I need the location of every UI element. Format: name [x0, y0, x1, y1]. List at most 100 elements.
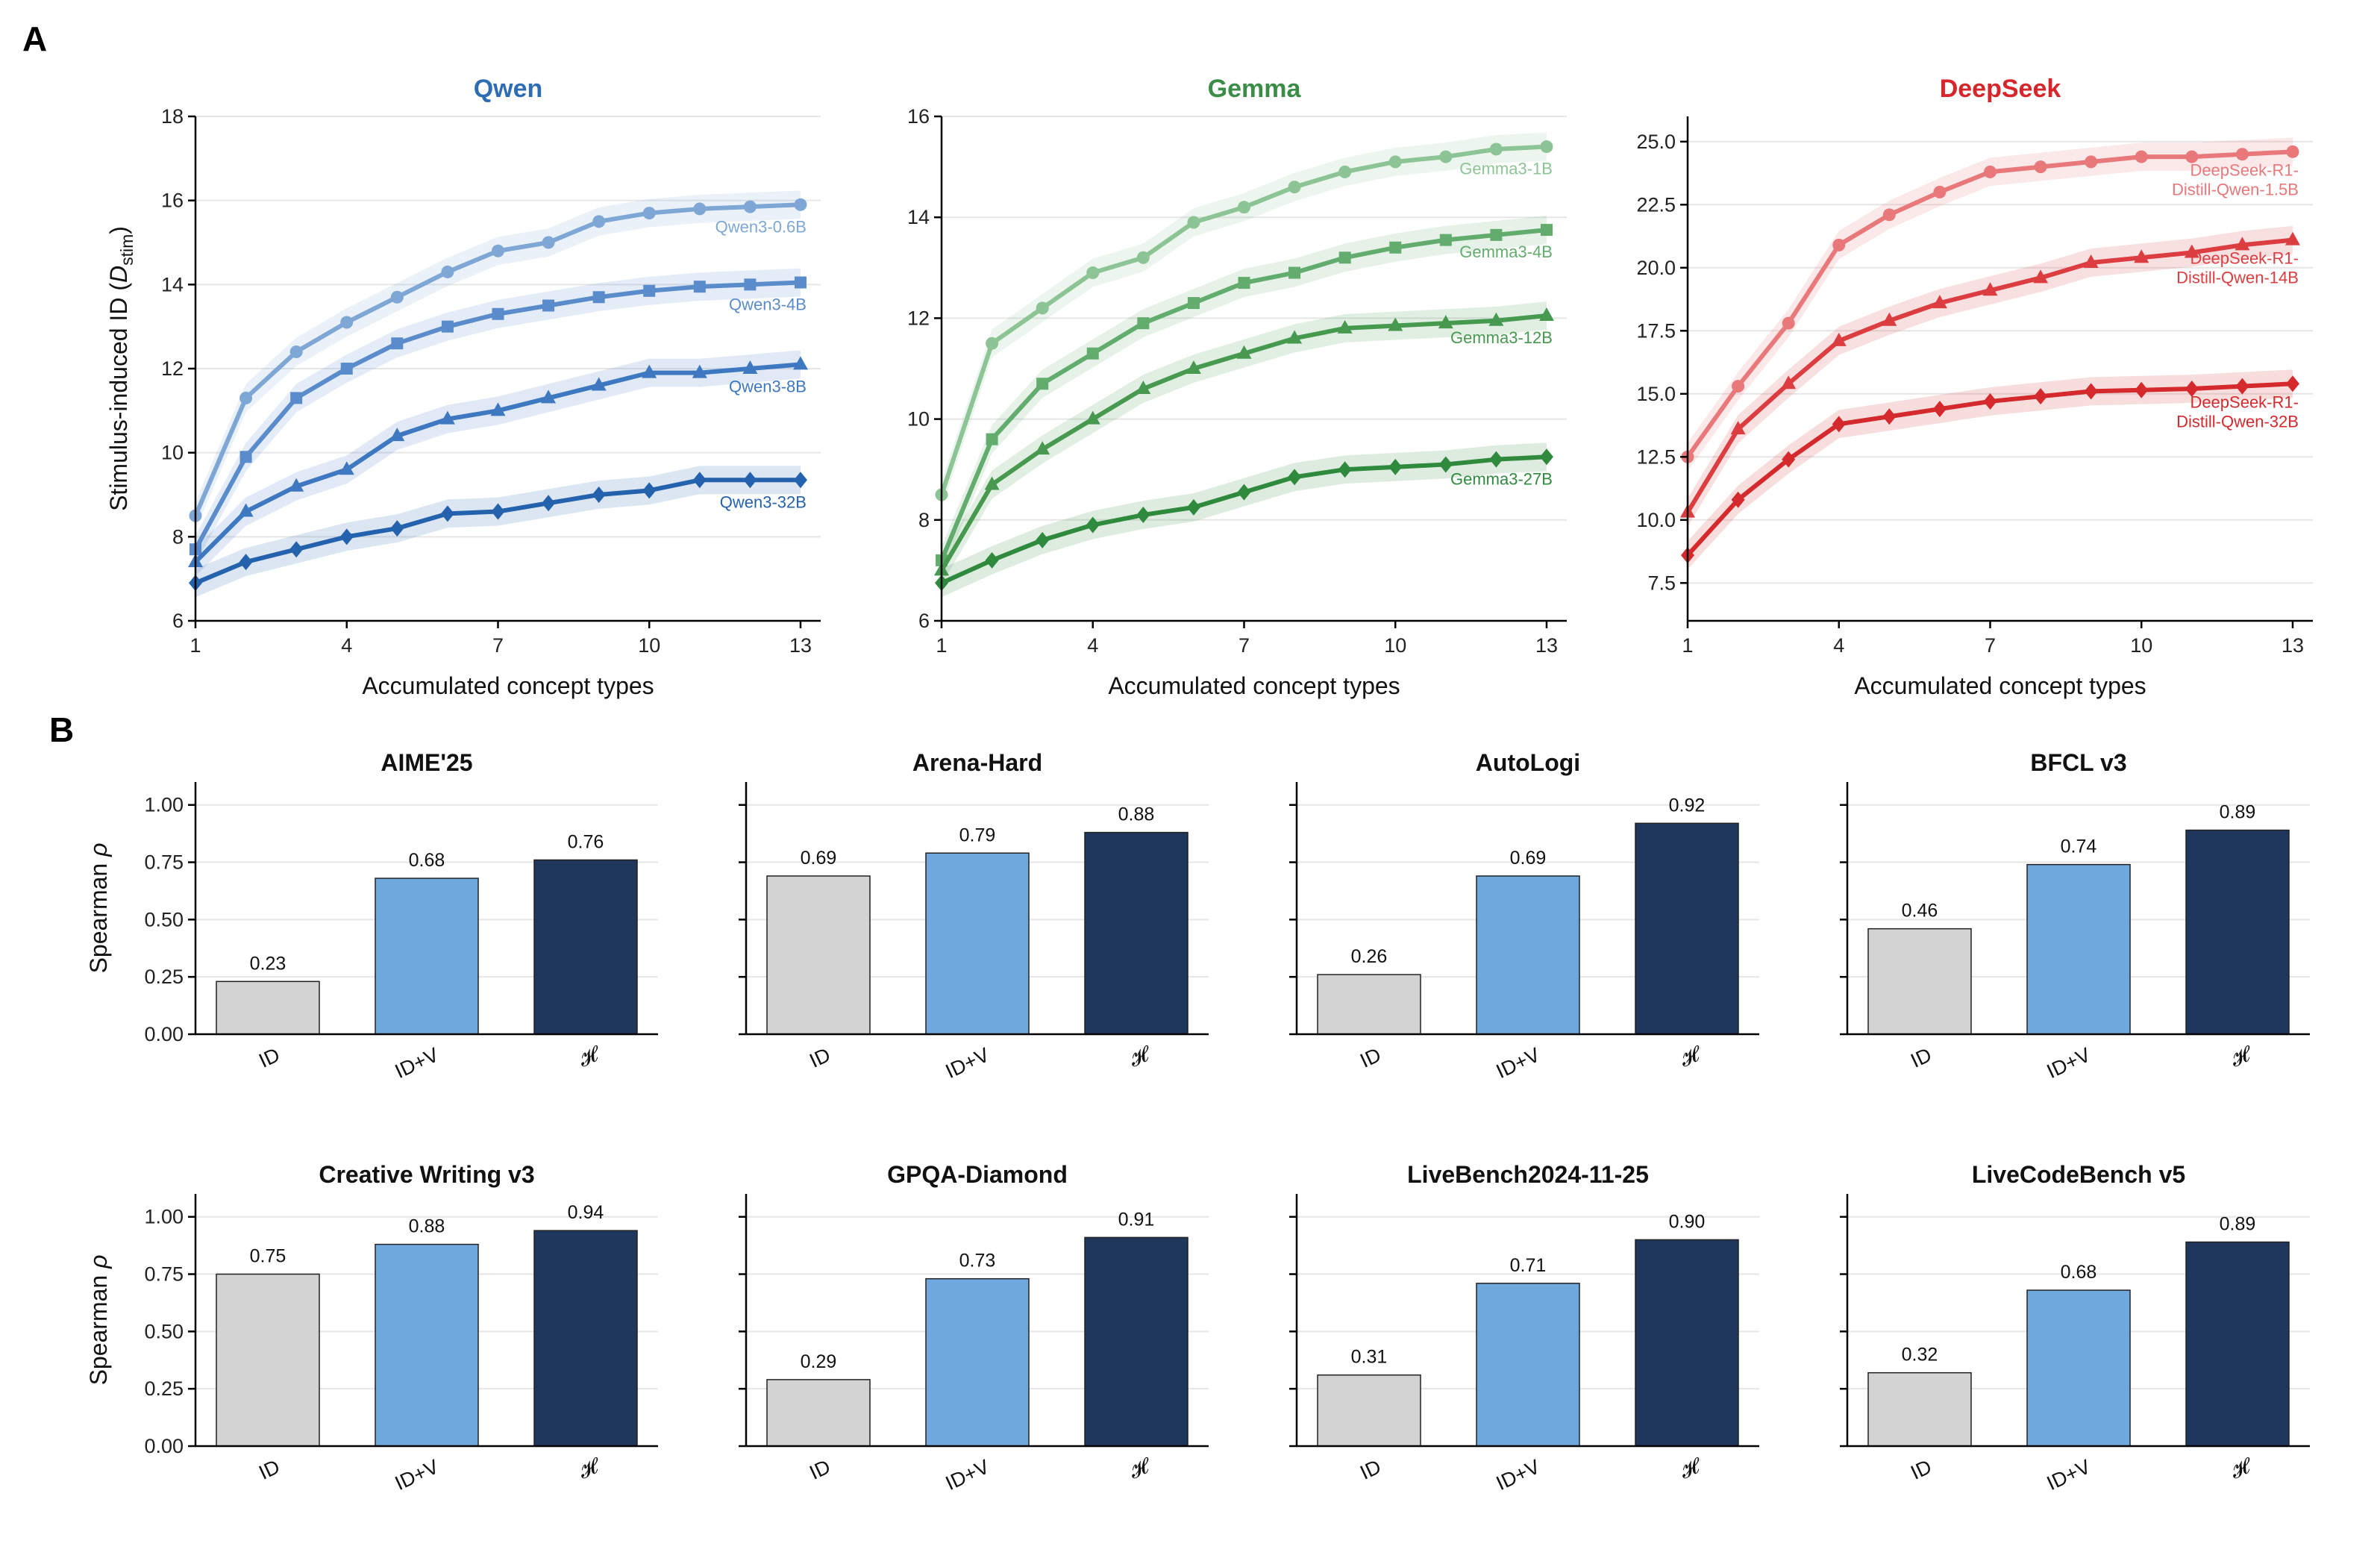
data-point [1136, 381, 1151, 395]
data-point [491, 503, 505, 520]
data-point [1731, 491, 1745, 508]
series-label-line: DeepSeek-R1- [2190, 160, 2299, 179]
bar-id-v [1476, 875, 1580, 1035]
data-point [289, 345, 303, 358]
x-tick-label: 10 [1384, 634, 1406, 657]
series-label: Gemma3-27B [1450, 469, 1553, 488]
chart-title: AIME'25 [381, 749, 472, 776]
data-point [1388, 458, 1403, 475]
bar-id-v [375, 1243, 479, 1447]
line-chart-qwen: Qwen Qwen3-0.6B Qwen3-4B Qwen3-8B Qwen3-32B 6… [105, 75, 821, 699]
bar-value-label: 0.29 [801, 1351, 837, 1372]
x-tick-label: 7 [1985, 634, 1996, 657]
data-point [1187, 297, 1200, 310]
y-axis-label: Spearman ρ [85, 1255, 112, 1386]
bar-value-label: 0.79 [959, 825, 996, 845]
data-point [1186, 498, 1200, 516]
y-axis-label: Stimulus-induced ID (Dstim) [105, 226, 137, 511]
y-tick-label: 22.5 [1636, 193, 1676, 216]
data-point [794, 276, 807, 289]
category-label: ID [1907, 1455, 1935, 1484]
data-point [1036, 378, 1049, 390]
series-line-qwen3-8b [193, 362, 801, 564]
data-point [1489, 451, 1503, 468]
y-tick-label: 16 [907, 105, 930, 128]
data-point [2235, 237, 2250, 251]
data-point [642, 207, 656, 220]
category-label: 𝓗 [1676, 1453, 1707, 1483]
bar-h [2185, 829, 2290, 1035]
bar-chart-arena-hard: Arena-Hard 0.69 ID 0.79 ID+V 0.88 𝓗 [739, 749, 1209, 1083]
data-point [642, 482, 657, 499]
chart-title: Creative Writing v3 [319, 1161, 534, 1188]
data-point [986, 337, 999, 350]
data-point [1036, 531, 1050, 548]
y-tick-label: 14 [161, 273, 184, 295]
data-point [2285, 375, 2299, 392]
data-point [794, 198, 807, 211]
data-point [1035, 441, 1050, 455]
data-point [1288, 469, 1302, 486]
y-axis-label-close: ) [105, 226, 132, 234]
y-tick-label: 6 [918, 610, 930, 632]
series-label-line: Distill-Qwen-32B [2176, 412, 2299, 431]
category-label: ID [806, 1043, 833, 1072]
bar-id [1317, 1374, 1421, 1447]
x-tick-label: 1 [936, 634, 947, 657]
y-axis-label-subscript: stim [117, 234, 137, 266]
data-point [2034, 160, 2047, 174]
bar-value-label: 0.92 [1669, 795, 1706, 816]
series-label: Gemma3-1B [1459, 160, 1553, 178]
y-axis-label-text: Spearman [85, 857, 112, 974]
data-point [2034, 388, 2048, 405]
series-label-line: DeepSeek-R1- [2190, 392, 2299, 411]
x-tick-label: 10 [2130, 634, 2152, 657]
data-point [390, 290, 404, 304]
data-point [1137, 317, 1150, 330]
data-point [2185, 150, 2199, 163]
category-label: ID [1907, 1043, 1935, 1072]
bar-value-label: 0.23 [250, 953, 286, 974]
y-tick-label: 6 [172, 610, 184, 632]
data-point [1136, 507, 1150, 524]
category-label: 𝓗 [575, 1041, 606, 1071]
category-label: ID+V [392, 1043, 442, 1083]
data-point [2286, 145, 2299, 158]
bar-value-label: 0.69 [801, 848, 837, 869]
bar-value-label: 0.76 [568, 831, 604, 852]
data-point [1187, 216, 1200, 229]
data-point [1085, 410, 1100, 425]
data-point [1488, 312, 1504, 326]
data-point [1238, 277, 1250, 290]
bar-id [216, 980, 320, 1035]
data-point [1086, 516, 1100, 534]
data-point [792, 356, 808, 370]
bar-value-label: 0.71 [1510, 1255, 1547, 1276]
bar-value-label: 0.32 [1902, 1345, 1938, 1366]
category-label: ID+V [2044, 1043, 2094, 1083]
data-point [1086, 347, 1099, 360]
bar-value-label: 0.89 [2220, 1214, 2256, 1235]
data-point [340, 363, 353, 375]
data-point [1540, 140, 1553, 154]
series-label: Qwen3-8B [729, 377, 807, 395]
data-point [389, 428, 405, 442]
category-label: ID+V [2044, 1455, 2094, 1495]
data-point [1288, 266, 1301, 279]
y-tick-label: 0.50 [144, 908, 184, 930]
data-point [1490, 228, 1503, 241]
data-point [2033, 269, 2049, 284]
data-point [1338, 461, 1352, 478]
y-axis-label: Spearman ρ [85, 843, 112, 974]
data-point [492, 307, 504, 320]
bar-id [1867, 928, 1972, 1035]
bar-value-label: 0.68 [2061, 1262, 2097, 1283]
y-axis-label-text: Spearman [85, 1269, 112, 1386]
bar-id [1317, 974, 1421, 1035]
category-label: 𝓗 [1676, 1041, 1707, 1071]
line-chart-deepseek: DeepSeekDeepSeek-R1-Distill-Qwen-1.5BDee… [1636, 75, 2313, 699]
x-tick-label: 10 [638, 634, 660, 657]
x-tick-label: 4 [1833, 634, 1844, 657]
line-chart-gemma: Gemma Gemma3-1B Gemma3-4B Gemma3-12B Gemma3-… [907, 75, 1567, 699]
series-label: Qwen3-32B [720, 492, 807, 511]
